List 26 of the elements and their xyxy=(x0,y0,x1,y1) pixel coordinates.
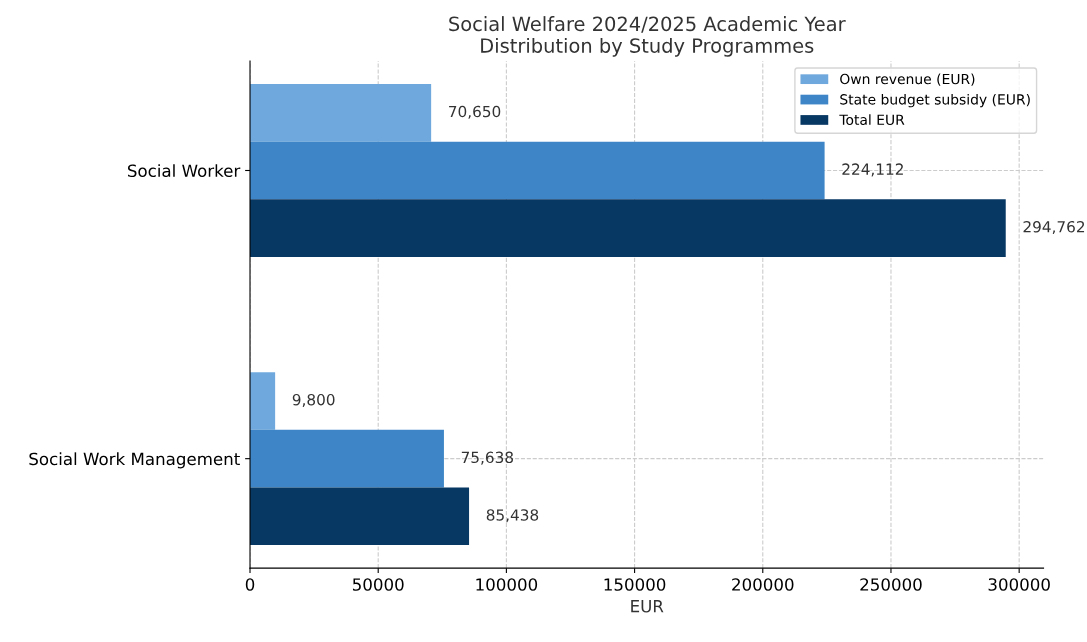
y-tick-label: Social Worker xyxy=(127,164,241,178)
data-label: 224,112 xyxy=(842,163,903,177)
legend-label: Own revenue (EUR) xyxy=(840,73,975,86)
bar xyxy=(250,487,470,546)
bar xyxy=(250,199,1006,257)
x-tick-label: 300000 xyxy=(988,578,1050,591)
legend-label: State budget subsidy (EUR) xyxy=(840,93,1030,108)
bar xyxy=(250,141,825,200)
bar xyxy=(250,429,444,488)
y-tick-label: Social Work Management xyxy=(29,452,240,469)
x-tick-label: 100000 xyxy=(476,578,538,591)
bar xyxy=(250,372,276,430)
chart-title: Social Welfare 2024/2025 Academic Year Distribution by Study Programmes xyxy=(449,16,846,57)
x-tick-label: 50000 xyxy=(352,578,404,591)
data-label: 85,438 xyxy=(486,509,539,523)
legend-label: Total EUR xyxy=(839,114,905,126)
x-tick-label: 200000 xyxy=(732,578,794,591)
data-label: 294,762 xyxy=(1023,221,1085,235)
data-label: 70,650 xyxy=(449,105,501,119)
data-label: 75,638 xyxy=(461,451,514,465)
x-axis-title: EUR xyxy=(631,600,664,613)
bar xyxy=(250,84,432,142)
x-tick-label: 150000 xyxy=(604,578,666,591)
data-label: 9,800 xyxy=(292,393,335,408)
x-tick-label: 0 xyxy=(245,578,255,591)
x-tick-label: 250000 xyxy=(860,578,922,591)
